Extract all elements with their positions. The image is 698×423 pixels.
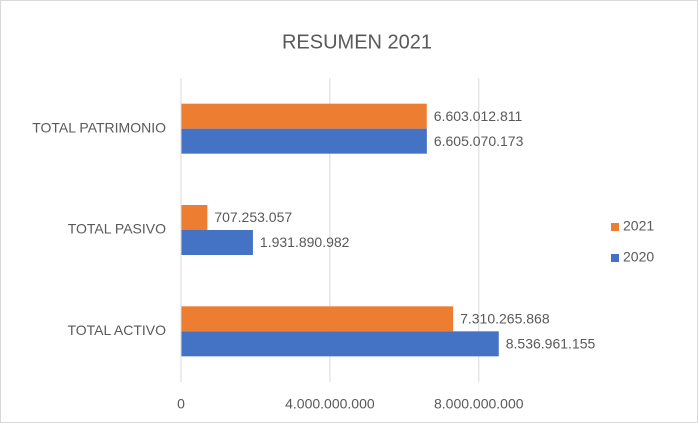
data-label: 6.605.070.173 (434, 133, 524, 149)
legend-label: 2020 (623, 249, 654, 265)
legend-swatch (611, 223, 619, 231)
bar (181, 230, 253, 255)
x-tick-label: 8.000.000.000 (434, 396, 524, 412)
bar (181, 205, 208, 230)
bar (181, 331, 499, 357)
legend-swatch (611, 254, 619, 262)
y-tick-label: TOTAL ACTIVO (67, 322, 166, 338)
data-label: 7.310.265.868 (460, 311, 550, 327)
bar (181, 128, 427, 154)
bar (181, 306, 454, 332)
x-tick-label: 4.000.000.000 (285, 396, 375, 412)
data-label: 6.603.012.811 (434, 108, 523, 124)
legend-label: 2021 (623, 218, 654, 234)
y-tick-label: TOTAL PASIVO (68, 221, 166, 237)
bar (181, 103, 427, 129)
chart-title: RESUMEN 2021 (282, 31, 432, 53)
y-tick-label: TOTAL PATRIMONIO (32, 119, 166, 135)
data-label: 707.253.057 (214, 209, 292, 225)
data-label: 8.536.961.155 (506, 336, 596, 352)
x-tick-label: 0 (177, 396, 185, 412)
data-label: 1.931.890.982 (260, 234, 350, 250)
